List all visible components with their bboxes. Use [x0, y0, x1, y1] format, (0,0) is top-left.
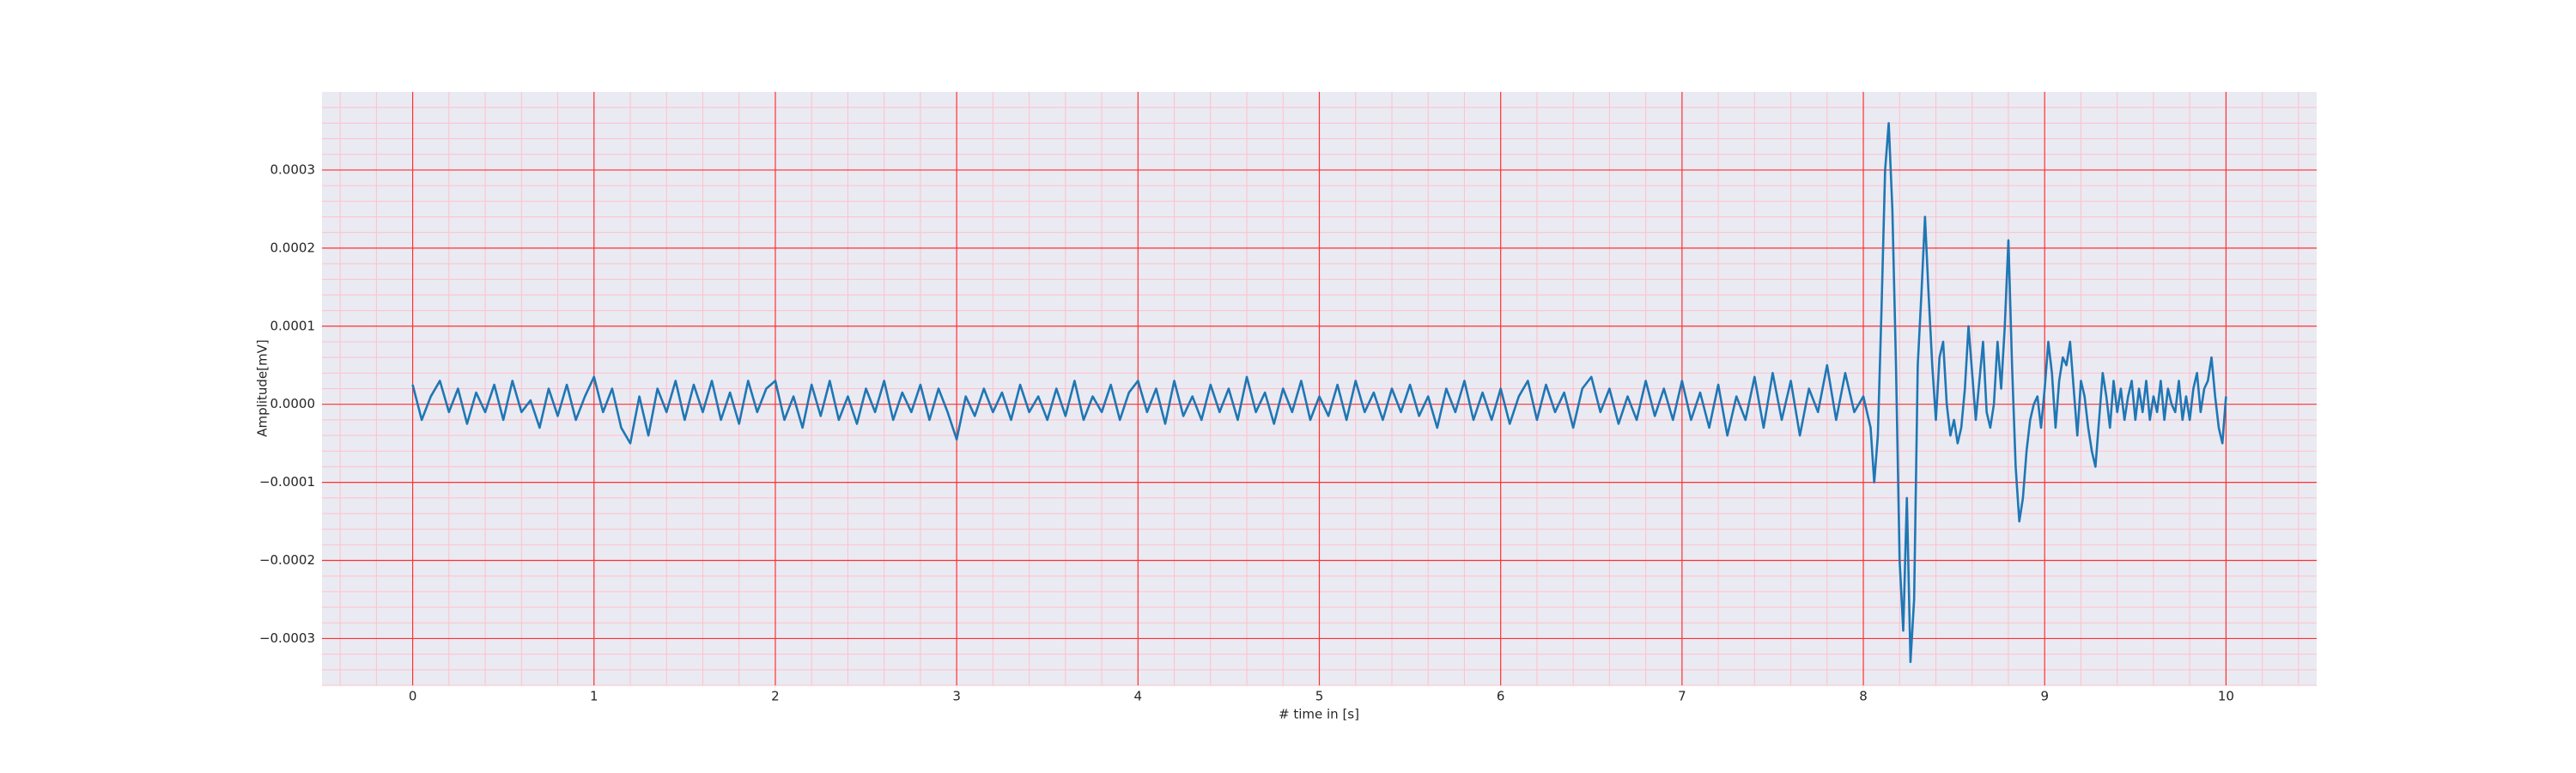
y-tick-label: −0.0003 — [259, 630, 315, 646]
y-axis-label: Amplitude[mV] — [255, 339, 270, 436]
x-tick-label: 9 — [2040, 689, 2049, 704]
signal-line — [411, 122, 2227, 664]
y-tick-label: 0.0001 — [270, 318, 316, 333]
x-tick-label: 5 — [1315, 689, 1324, 704]
y-tick-label: 0.0002 — [270, 240, 316, 255]
x-tick-label: 4 — [1134, 689, 1143, 704]
x-tick-label: 10 — [2218, 689, 2234, 704]
x-tick-label: 1 — [590, 689, 598, 704]
plot-area — [322, 92, 2317, 686]
y-tick-label: 0.0003 — [270, 161, 316, 177]
x-tick-label: 6 — [1497, 689, 1505, 704]
x-axis-label: # time in [s] — [1279, 707, 1359, 722]
x-tick-label: 2 — [771, 689, 780, 704]
x-tick-label: 8 — [1859, 689, 1868, 704]
y-tick-label: −0.0001 — [259, 474, 315, 490]
y-tick-label: −0.0002 — [259, 552, 315, 568]
x-tick-label: 0 — [409, 689, 417, 704]
x-tick-label: 7 — [1678, 689, 1686, 704]
y-tick-label: 0.0000 — [270, 396, 316, 411]
x-tick-label: 3 — [952, 689, 961, 704]
